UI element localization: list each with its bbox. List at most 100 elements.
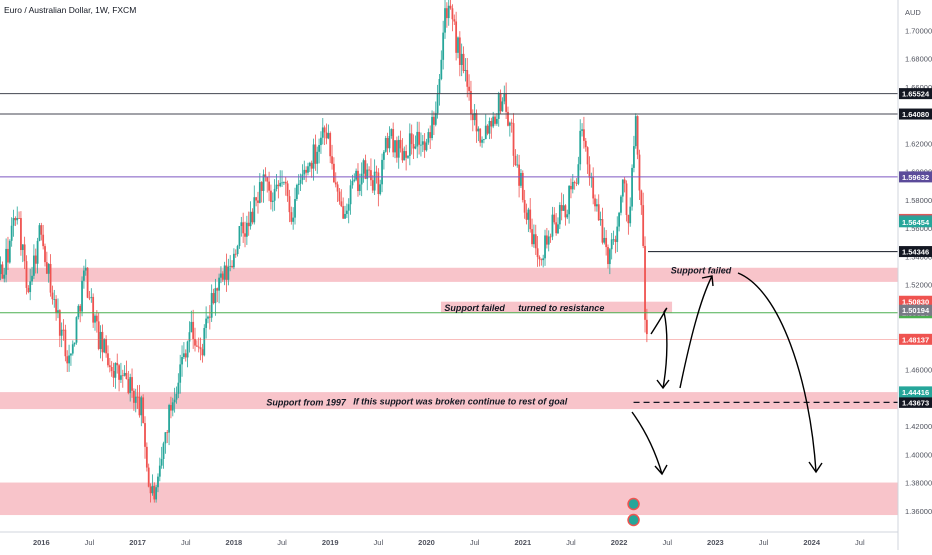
candle-body bbox=[364, 160, 367, 179]
candle-body bbox=[377, 172, 380, 195]
candle-body bbox=[79, 305, 82, 312]
candle-body bbox=[338, 191, 341, 202]
candle-body bbox=[305, 169, 308, 173]
candle-body bbox=[453, 19, 456, 22]
candle-body bbox=[399, 139, 402, 149]
candle-body bbox=[16, 218, 19, 221]
candle-body bbox=[57, 310, 59, 314]
candle-body bbox=[147, 467, 150, 487]
candle-body bbox=[457, 37, 459, 53]
candle-body bbox=[218, 277, 220, 291]
candle-body bbox=[18, 218, 20, 219]
y-tick-label: 1.68000 bbox=[905, 55, 932, 64]
candle-body bbox=[292, 217, 295, 222]
candle-body bbox=[388, 136, 391, 149]
candle-body bbox=[484, 125, 487, 140]
candle-body bbox=[557, 224, 559, 234]
candle-body bbox=[294, 199, 296, 218]
candle-body bbox=[34, 255, 37, 264]
candle-body bbox=[136, 396, 139, 398]
candle-body bbox=[442, 32, 445, 60]
projection-arrow bbox=[679, 275, 713, 389]
candle-body bbox=[433, 116, 435, 125]
arrow-head bbox=[654, 464, 668, 476]
candle-body bbox=[590, 177, 593, 179]
candle-body bbox=[1, 264, 4, 279]
x-tick-label: 2024 bbox=[803, 538, 821, 547]
candle-body bbox=[607, 247, 609, 265]
candle-body bbox=[295, 184, 298, 200]
candle-body bbox=[505, 93, 508, 112]
candle-body bbox=[229, 265, 232, 267]
price-tag-label: 1.65524 bbox=[902, 90, 930, 99]
candle-body bbox=[495, 118, 498, 124]
price-tag-bg bbox=[899, 386, 932, 398]
candle-body bbox=[529, 209, 532, 230]
candle-body bbox=[349, 185, 352, 205]
candle-body bbox=[468, 86, 470, 92]
price-tag-bg bbox=[899, 171, 932, 183]
candle-body bbox=[642, 205, 645, 246]
candle-body bbox=[240, 222, 243, 226]
candle-body bbox=[355, 170, 358, 180]
candle-body bbox=[288, 196, 291, 213]
candle-body bbox=[162, 443, 165, 459]
candle-body bbox=[568, 185, 570, 215]
candle-body bbox=[73, 342, 76, 345]
candle-body bbox=[390, 129, 393, 137]
candle-body bbox=[160, 458, 163, 466]
candle-body bbox=[151, 485, 154, 494]
candle-body bbox=[103, 339, 106, 353]
candle-body bbox=[123, 372, 126, 376]
x-tick-label: 2022 bbox=[611, 538, 628, 547]
candle-body bbox=[144, 423, 146, 447]
candle-body bbox=[357, 170, 359, 192]
candle-body bbox=[283, 181, 285, 183]
candle-body bbox=[121, 375, 124, 377]
candle-body bbox=[531, 229, 533, 245]
candle-body bbox=[405, 151, 408, 158]
candle-body bbox=[403, 151, 406, 161]
candle-body bbox=[210, 293, 213, 318]
candle-body bbox=[395, 140, 398, 158]
candle-body bbox=[549, 236, 552, 238]
candle-body bbox=[145, 446, 148, 468]
candle-body bbox=[184, 353, 187, 358]
chart-title: Euro / Australian Dollar, 1W, FXCM bbox=[4, 5, 137, 15]
candle-body bbox=[414, 146, 417, 149]
price-tag-label: 1.43673 bbox=[902, 398, 929, 407]
candle-body bbox=[223, 265, 226, 280]
candle-body bbox=[60, 329, 63, 336]
price-tag-bg bbox=[899, 246, 932, 258]
projection-arrow bbox=[650, 307, 668, 389]
candles-group bbox=[0, 0, 648, 503]
candle-body bbox=[221, 273, 224, 280]
candle-body bbox=[384, 138, 387, 152]
candle-body bbox=[408, 133, 411, 156]
candle-body bbox=[284, 181, 287, 184]
candle-body bbox=[327, 133, 330, 139]
candle-body bbox=[68, 355, 70, 364]
candle-body bbox=[358, 184, 361, 192]
candle-body bbox=[97, 321, 100, 349]
candle-body bbox=[583, 129, 585, 141]
candle-body bbox=[94, 315, 96, 323]
y-tick-label: 1.70000 bbox=[905, 26, 932, 35]
candle-body bbox=[90, 296, 93, 298]
candle-body bbox=[638, 154, 641, 191]
candle-body bbox=[570, 185, 572, 190]
candle-body bbox=[64, 329, 67, 357]
candle-body bbox=[533, 234, 535, 245]
candle-body bbox=[538, 257, 541, 260]
candle-body bbox=[494, 116, 496, 124]
candle-body bbox=[20, 218, 22, 251]
candle-body bbox=[303, 169, 306, 175]
candle-body bbox=[558, 205, 561, 225]
candle-body bbox=[588, 164, 591, 178]
candle-body bbox=[249, 211, 252, 227]
candle-body bbox=[631, 167, 633, 207]
candle-body bbox=[636, 116, 639, 155]
candle-body bbox=[460, 53, 463, 65]
